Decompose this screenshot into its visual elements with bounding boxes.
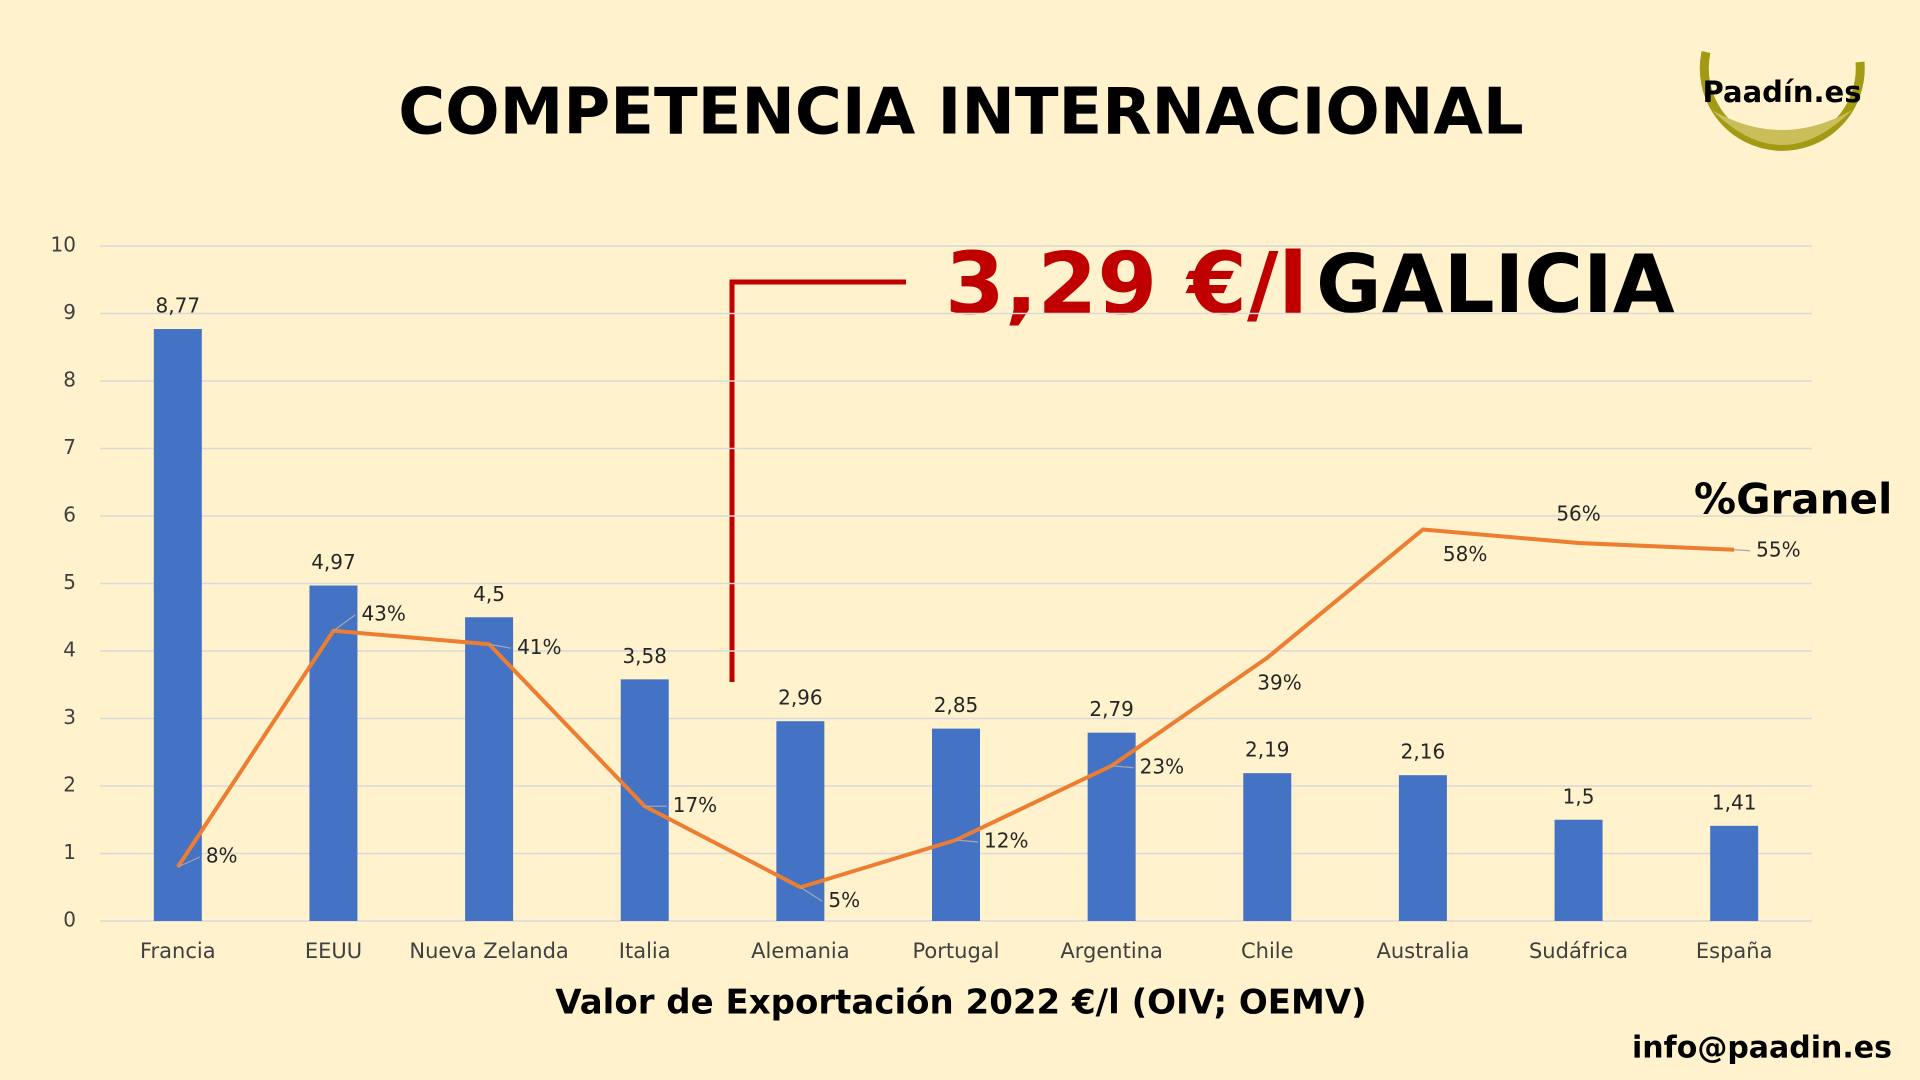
- y-tick-label: 1: [63, 840, 76, 864]
- leader-line: [1734, 549, 1751, 552]
- line-value-label: 58%: [1443, 542, 1487, 566]
- line-value-label: 8%: [206, 844, 238, 868]
- bar-value-label: 2,85: [934, 693, 979, 717]
- y-tick-label: 5: [63, 570, 76, 594]
- bar-value-label: 1,5: [1563, 784, 1595, 808]
- galicia-value: 3,29 €/l: [945, 234, 1308, 334]
- bar: [932, 728, 980, 921]
- y-tick-label: 6: [63, 503, 76, 527]
- leader-line: [177, 856, 201, 868]
- x-tick-label: Australia: [1376, 939, 1469, 963]
- y-tick-label: 4: [63, 638, 76, 662]
- bar-value-label: 2,19: [1245, 738, 1290, 762]
- x-axis-title: Valor de Exportación 2022 €/l (OIV; OEMV…: [555, 983, 1366, 1023]
- line-value-label: 41%: [517, 635, 561, 659]
- x-tick-label: Italia: [619, 939, 671, 963]
- line-value-label: 5%: [828, 888, 860, 912]
- y-tick-label: 2: [63, 773, 76, 797]
- leader-line: [800, 886, 823, 902]
- bar-value-label: 2,96: [778, 686, 823, 710]
- x-tick-label: España: [1696, 939, 1773, 963]
- bar-value-label: 8,77: [156, 294, 201, 318]
- bar-value-label: 1,41: [1712, 790, 1757, 814]
- y-tick-label: 10: [51, 233, 76, 257]
- bar: [1398, 775, 1447, 921]
- leader-line: [1111, 765, 1134, 769]
- bar-value-label: 4,97: [311, 550, 356, 574]
- bar: [465, 617, 514, 921]
- bar-value-label: 2,16: [1401, 740, 1446, 764]
- bar: [309, 585, 358, 921]
- bar: [776, 721, 825, 921]
- bar: [1087, 732, 1136, 921]
- logo-ring: [1699, 51, 1865, 151]
- leader-line: [955, 839, 979, 843]
- bar: [1710, 825, 1759, 921]
- x-tick-label: Alemania: [751, 939, 849, 963]
- bar: [1554, 819, 1603, 921]
- y-tick-label: 9: [63, 300, 76, 324]
- x-tick-label: Portugal: [913, 939, 1000, 963]
- bar: [1243, 773, 1292, 921]
- y-tick-label: 7: [63, 435, 76, 459]
- galicia-label: GALICIA: [1316, 238, 1675, 331]
- bar: [153, 329, 202, 921]
- line-value-label: 55%: [1756, 537, 1800, 561]
- galicia-bracket: [729, 279, 906, 682]
- leader-line: [488, 643, 512, 649]
- line-value-label: 17%: [673, 793, 717, 817]
- x-tick-label: EEUU: [305, 939, 362, 963]
- line-value-label: 56%: [1556, 502, 1600, 526]
- contact: info@paadin.es: [1632, 1031, 1892, 1066]
- x-tick-label: Nueva Zelanda: [409, 939, 568, 963]
- bar-value-label: 4,5: [473, 582, 505, 606]
- line-value-label: 12%: [984, 829, 1028, 853]
- x-tick-label: Francia: [140, 939, 216, 963]
- logo-text: Paadín.es: [1703, 75, 1862, 109]
- line-value-label: 23%: [1140, 754, 1184, 778]
- logo-crescent: [1712, 110, 1852, 145]
- line-value-label: 43%: [361, 601, 405, 625]
- x-tick-label: Chile: [1241, 939, 1294, 963]
- y-tick-label: 3: [63, 705, 76, 729]
- bar-value-label: 3,58: [622, 644, 667, 668]
- logo: Paadín.es: [1699, 51, 1865, 151]
- line-value-label: 39%: [1257, 670, 1301, 694]
- chart-title: COMPETENCIA INTERNACIONAL: [398, 76, 1523, 150]
- bar: [620, 679, 669, 921]
- bar-value-label: 2,79: [1089, 697, 1134, 721]
- y-tick-label: 0: [63, 908, 76, 932]
- x-tick-label: Argentina: [1060, 939, 1162, 963]
- y-tick-label: 8: [63, 368, 76, 392]
- leader-line: [333, 614, 356, 632]
- x-tick-label: Sudáfrica: [1529, 939, 1628, 963]
